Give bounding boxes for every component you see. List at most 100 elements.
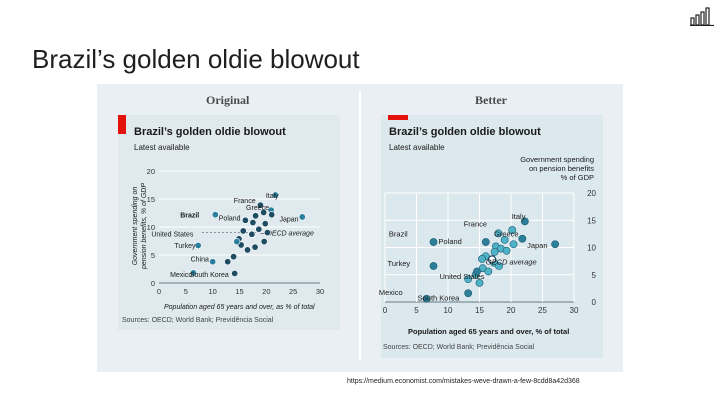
chart1-data-point	[256, 201, 264, 209]
chart1-data-point	[251, 243, 259, 251]
chart2-data-point	[508, 226, 517, 234]
chart2-x-tick-label: 5	[414, 306, 419, 315]
chart1-country-label: Brazil	[180, 213, 199, 220]
chart2-data-point	[464, 275, 473, 284]
chart1-data-point	[241, 216, 249, 224]
chart2-country-label: United States	[440, 272, 485, 281]
source-link[interactable]: https://medium.economist.com/mistakes-we…	[347, 378, 580, 385]
chart1-data-point	[261, 220, 269, 228]
chart2-country-label: Mexico	[379, 288, 403, 297]
chart2-data-point	[509, 240, 518, 249]
chart2-country-label: France	[464, 220, 487, 229]
chart2-data-point	[478, 255, 486, 263]
chart2-source-note: Sources: OECD; World Bank; Previdência S…	[383, 344, 535, 351]
panel-heading-original: Original	[206, 93, 250, 107]
chart1-y-tick-label: 10	[147, 223, 155, 232]
chart2-data-point	[518, 234, 527, 243]
chart2-y-axis-label: Government spending on pension benefits% …	[520, 155, 594, 182]
chart2-data-point	[495, 262, 503, 270]
chart2-data-point	[520, 217, 529, 226]
chart2-data-point	[475, 279, 484, 287]
chart1-y-tick-label: 15	[147, 195, 155, 204]
chart1-title: Brazil’s golden oldie blowout	[134, 126, 286, 138]
chart1-data-point	[209, 258, 217, 266]
chart2-x-tick-label: 0	[383, 306, 388, 315]
chart2-data-point	[464, 289, 473, 298]
chart1-x-tick-label: 25	[289, 287, 297, 296]
chart1-data-point	[239, 227, 247, 235]
bar-chart-icon	[690, 7, 714, 26]
chart2-country-label: Brazil	[389, 229, 408, 238]
chart1-data-point	[248, 230, 256, 238]
chart2-data-point	[551, 240, 559, 249]
chart1-x-tick-label: 20	[262, 287, 270, 296]
chart2-country-label: Japan	[527, 241, 547, 250]
chart1-x-axis-label: Population aged 65 years and over, as % …	[164, 304, 315, 311]
chart1-x-tick-label: 15	[235, 287, 243, 296]
chart1-x-tick-label: 0	[157, 287, 161, 296]
panel-heading-better: Better	[475, 93, 507, 107]
chart2-oecd-average-label: OECD average	[486, 258, 537, 267]
chart1-data-point	[255, 225, 263, 233]
chart1-country-label: France	[234, 198, 256, 205]
chart1-y-tick-label: 5	[151, 251, 155, 260]
chart1-country-label: Poland	[219, 215, 241, 222]
chart1-data-point	[211, 211, 219, 219]
chart1-data-point	[268, 211, 276, 219]
chart1-country-label: China	[191, 256, 209, 263]
chart1-country-label: United States	[151, 232, 194, 239]
chart2-country-label: South Korea	[418, 294, 461, 303]
chart1-country-label: Japan	[279, 217, 298, 224]
chart2-country-label: Poland	[439, 237, 462, 246]
chart2-data-point	[494, 229, 503, 238]
chart1-y-tick-label: 0	[151, 279, 155, 288]
chart2-data-point	[484, 267, 493, 276]
chart1-country-label: Turkey	[174, 243, 196, 250]
chart2-title: Brazil’s golden oldie blowout	[389, 126, 541, 138]
chart2-x-axis-label: Population aged 65 years and over, % of …	[408, 327, 569, 336]
chart2-data-point	[481, 238, 490, 246]
chart2-x-tick-label: 25	[538, 306, 547, 315]
chart2-country-label: Greece	[494, 229, 519, 238]
chart1-card	[118, 115, 340, 330]
chart2-x-tick-label: 20	[507, 306, 516, 315]
chart1-source-note: Sources: OECD; World Bank; Previdência S…	[122, 317, 274, 324]
chart1-country-label: Greece	[246, 205, 269, 212]
panel-divider	[359, 91, 361, 361]
chart2-card	[381, 115, 603, 358]
chart2-subtitle: Latest available	[389, 143, 445, 152]
chart2-data-point	[502, 246, 511, 255]
chart1-data-point	[263, 229, 271, 237]
chart2-x-tick-label: 10	[444, 306, 453, 315]
chart1-x-tick-label: 10	[208, 287, 216, 296]
chart2-data-point	[487, 255, 497, 264]
chart1-country-label: South Korea	[190, 272, 229, 279]
chart1-y-axis-label: Government spending on pension benefits, …	[132, 183, 148, 270]
chart1-red-tag	[118, 115, 126, 134]
chart2-x-tick-label: 15	[475, 306, 484, 315]
chart1-data-point	[260, 238, 268, 246]
chart1-country-label: Italy	[266, 193, 279, 200]
chart2-country-label: Turkey	[388, 259, 411, 268]
chart1-x-tick-label: 5	[184, 287, 188, 296]
chart1-data-point	[260, 208, 268, 216]
chart1-data-point	[230, 253, 238, 261]
chart1-x-tick-label: 30	[316, 287, 324, 296]
chart1-data-point	[194, 241, 202, 249]
chart2-data-point	[490, 247, 499, 256]
chart2-data-point	[473, 267, 481, 276]
chart1-data-point	[233, 238, 241, 246]
chart2-y-tick-label: 20	[587, 189, 596, 198]
chart2-y-tick-label: 15	[587, 216, 596, 225]
chart1-data-point	[231, 269, 239, 277]
chart1-subtitle: Latest available	[134, 143, 190, 152]
chart2-data-point	[500, 235, 509, 244]
chart2-data-point	[422, 294, 431, 303]
chart1-country-label: Mexico	[170, 272, 192, 279]
chart1-y-tick-label: 20	[147, 167, 155, 176]
chart1-oecd-average-label: – OECD average	[260, 231, 314, 238]
chart2-y-tick-label: 5	[592, 271, 597, 280]
chart1-data-point	[244, 246, 252, 254]
chart2-y-tick-label: 0	[592, 298, 597, 307]
chart2-country-label: Italy	[512, 212, 526, 221]
